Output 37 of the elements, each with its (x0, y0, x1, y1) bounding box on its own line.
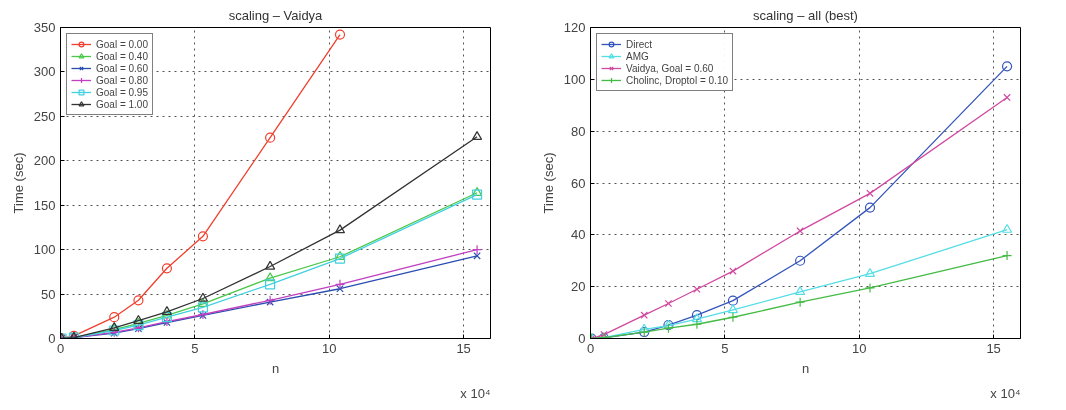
x-tick-label: 15 (456, 340, 471, 356)
legend-label: Goal = 0.95 (96, 86, 148, 98)
legend-label: Direct (626, 38, 653, 50)
y-tick-label: 250 (33, 108, 56, 124)
x-tick-label: 5 (191, 340, 199, 356)
y-tick-label: 20 (571, 279, 586, 295)
legend-label: Goal = 0.40 (96, 50, 148, 62)
chart-title: scaling – Vaidya (228, 7, 324, 23)
legend-label: Goal = 0.60 (96, 62, 148, 74)
y-tick-label: 120 (563, 20, 586, 35)
chart-title: scaling – all (best) (753, 7, 858, 23)
legend-label: Goal = 1.00 (96, 98, 148, 110)
y-tick-label: 80 (571, 123, 586, 139)
legend-label: AMG (626, 50, 649, 62)
legend-label: Vaidya, Goal = 0.60 (626, 62, 714, 74)
y-axis-title: Time (sec) (10, 152, 26, 214)
y-tick-label: 40 (571, 227, 586, 243)
y-tick-label: 200 (33, 153, 56, 169)
x-axis-title: n (271, 360, 280, 376)
y-tick-label: 150 (33, 197, 56, 213)
y-tick-label: 100 (563, 71, 586, 87)
legend-label: Cholinc, Droptol = 0.10 (626, 74, 729, 86)
legend-label: Goal = 0.80 (96, 74, 148, 86)
x-tick-label: 10 (852, 340, 867, 356)
y-tick-label: 100 (33, 242, 56, 258)
y-tick-label: 300 (33, 64, 56, 80)
y-tick-label: 350 (33, 20, 56, 35)
x-tick-label: 10 (322, 340, 337, 356)
x-tick-label: 15 (986, 340, 1001, 356)
y-tick-label: 50 (41, 286, 56, 302)
x-tick-label: 5 (721, 340, 729, 356)
y-axis-title: Time (sec) (540, 152, 556, 214)
legend-label: Goal = 0.00 (96, 38, 148, 50)
text: x 10⁴ (990, 385, 1021, 401)
text: x 10⁴ (460, 385, 491, 401)
x-axis-title: n (801, 360, 810, 376)
y-tick-label: 60 (571, 175, 586, 191)
